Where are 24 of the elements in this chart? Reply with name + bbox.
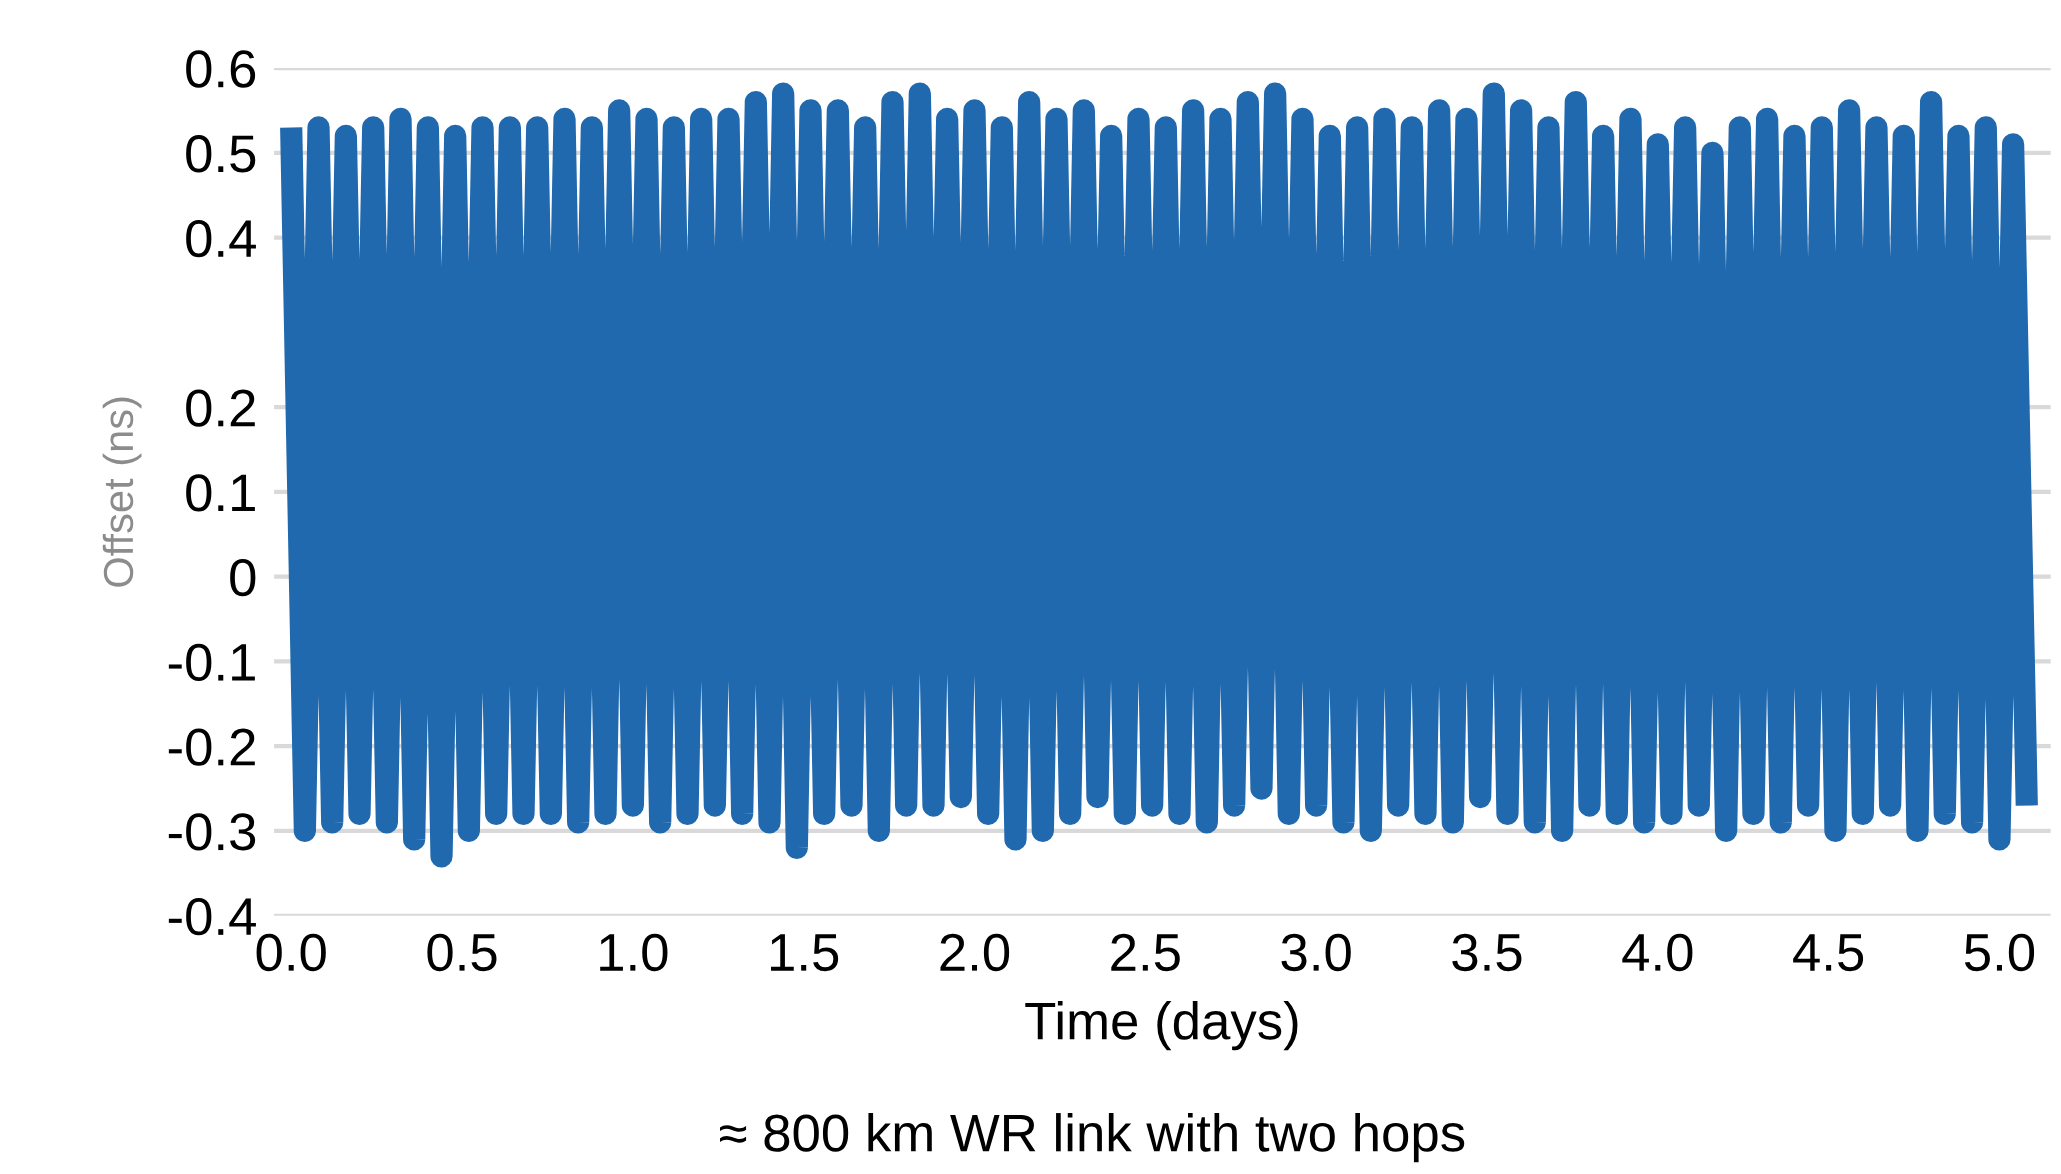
x-tick-label: 0.0 <box>256 933 326 972</box>
y-tick-label: -0.4 <box>168 897 256 936</box>
y-tick-label: 0 <box>230 558 256 597</box>
text: ≈ 800 km WR link with two hops <box>720 1113 1465 1163</box>
x-tick-label: 5.0 <box>1964 933 2035 972</box>
x-tick-label: 1.5 <box>771 934 839 972</box>
x-tick-label: 2.0 <box>940 933 1010 972</box>
y-tick-label: 0.5 <box>186 135 256 173</box>
y-tick-label: -0.3 <box>168 813 256 851</box>
y-axis-title: Offset (ns) <box>102 397 142 587</box>
x-tick-label: 4.5 <box>1793 934 1864 972</box>
y-tick-label: 0.1 <box>186 474 255 512</box>
x-axis-title: Time (days) <box>1025 1001 1298 1051</box>
x-tick-label: 0.5 <box>427 933 497 972</box>
x-tick-label: 3.5 <box>1452 933 1522 972</box>
x-tick-label: 3.0 <box>1281 933 1351 972</box>
x-tick-label: 1.0 <box>600 933 668 972</box>
y-tick-label: -0.2 <box>168 728 255 766</box>
y-tick-label: 0.6 <box>186 50 256 88</box>
y-tick-label: 0.2 <box>186 389 255 427</box>
x-tick-label: 2.5 <box>1111 933 1180 972</box>
y-tick-label: -0.1 <box>168 643 255 682</box>
y-tick-label: 0.4 <box>186 219 256 258</box>
x-tick-label: 4.0 <box>1622 933 1693 972</box>
